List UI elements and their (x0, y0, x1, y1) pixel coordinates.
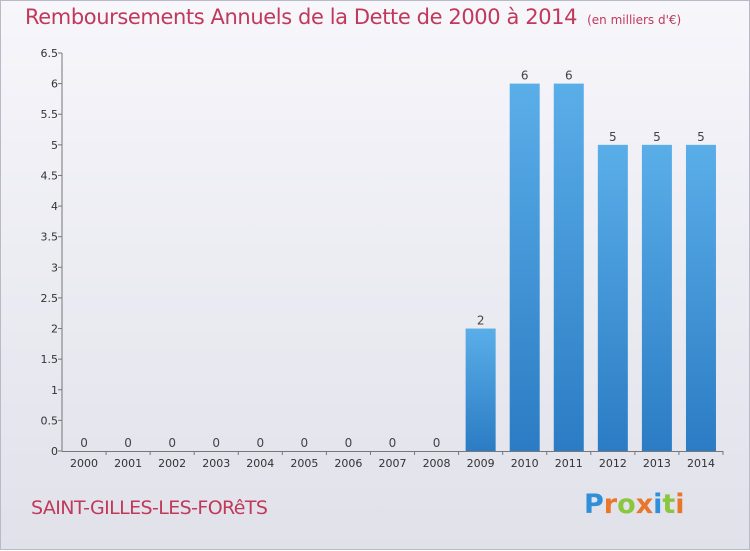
y-tick-label: 0.5 (41, 414, 59, 427)
data-label: 0 (389, 436, 397, 450)
y-tick-label: 5.5 (41, 108, 59, 121)
y-tick-label: 4 (51, 200, 58, 213)
y-tick-label: 5 (51, 139, 58, 152)
data-label: 0 (433, 436, 441, 450)
commune-name: SAINT-GILLES-LES-FORêTS (31, 497, 268, 519)
y-tick-label: 0 (51, 445, 58, 458)
data-label: 2 (477, 314, 485, 328)
bar-2010 (509, 83, 540, 451)
data-label: 6 (565, 69, 573, 83)
bar-2014 (685, 144, 716, 451)
bar-2009 (465, 328, 496, 451)
data-label: 0 (345, 436, 353, 450)
data-label: 5 (653, 130, 661, 144)
bars (465, 83, 716, 451)
y-tick-label: 4.5 (41, 169, 59, 182)
chart-title-text: Remboursements Annuels de la Dette de 20… (25, 5, 578, 29)
bar-2011 (553, 83, 584, 451)
logo-letter: r (603, 489, 618, 520)
data-label: 0 (80, 436, 88, 450)
y-tick-label: 6.5 (41, 47, 59, 60)
bar-2012 (597, 144, 628, 451)
y-tick-label: 1 (51, 384, 58, 397)
x-tick-label: 2007 (379, 457, 407, 470)
data-label: 0 (256, 436, 264, 450)
data-label: 5 (609, 130, 617, 144)
y-tick-label: 3 (51, 261, 58, 274)
x-tick-label: 2011 (555, 457, 583, 470)
data-label: 5 (697, 130, 705, 144)
logo-letter: i (653, 489, 663, 520)
x-tick-label: 2009 (467, 457, 495, 470)
logo-letter: i (675, 489, 685, 520)
x-tick-label: 2002 (158, 457, 186, 470)
x-tick-label: 2008 (423, 457, 451, 470)
data-label: 0 (301, 436, 309, 450)
x-tick-label: 2013 (643, 457, 671, 470)
x-tick-label: 2010 (511, 457, 539, 470)
labels: 2000 0 2001 0 2002 0 2003 0 2004 0 2005 0 2006 0 2007 0… (70, 69, 715, 470)
y-tick-label: 6 (51, 78, 58, 91)
logo-letter: o (617, 489, 636, 520)
bar-2013 (641, 144, 672, 451)
chart-unit: (en milliers d'€) (587, 13, 682, 27)
chart-title: Remboursements Annuels de la Dette de 20… (25, 5, 681, 29)
y-tick-label: 1.5 (41, 353, 59, 366)
proxiti-logo[interactable]: Proxiti (584, 489, 685, 520)
logo-letter: P (584, 489, 604, 520)
x-tick-label: 2005 (290, 457, 318, 470)
x-tick-label: 2000 (70, 457, 98, 470)
y-tick-label: 2.5 (41, 292, 59, 305)
logo-letter: t (662, 489, 676, 520)
x-tick-label: 2003 (202, 457, 230, 470)
axes: 0 0.5 1 1.5 2 2.5 3 3.5 4 4.5 5 5.5 6 6.5 (41, 47, 724, 458)
x-tick-label: 2012 (599, 457, 627, 470)
x-tick-label: 2001 (114, 457, 142, 470)
y-tick-label: 3.5 (41, 231, 59, 244)
data-label: 0 (212, 436, 220, 450)
data-label: 6 (521, 69, 529, 83)
x-tick-label: 2004 (246, 457, 274, 470)
x-tick-label: 2006 (334, 457, 362, 470)
x-tick-label: 2014 (687, 457, 715, 470)
y-tick-label: 2 (51, 323, 58, 336)
logo-letter: x (635, 489, 654, 520)
data-label: 0 (124, 436, 132, 450)
data-label: 0 (168, 436, 176, 450)
